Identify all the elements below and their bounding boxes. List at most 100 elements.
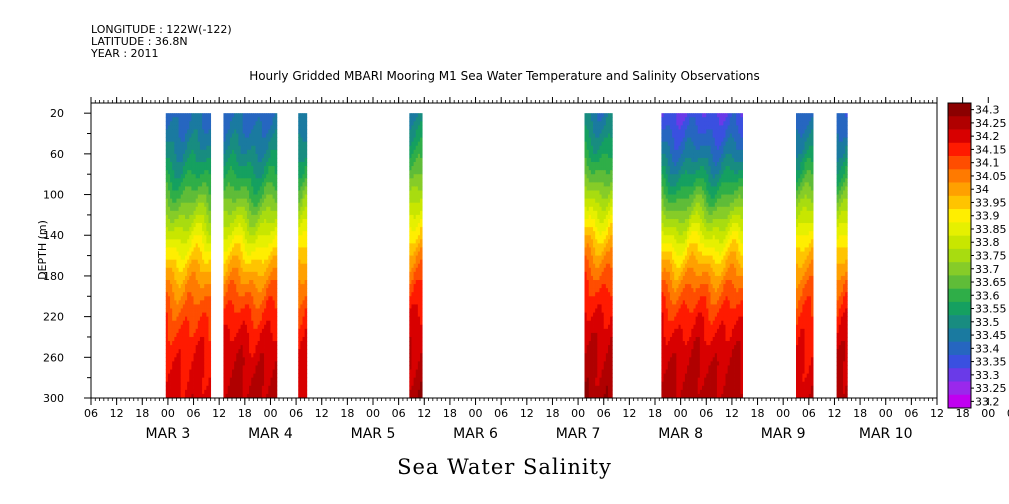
data-segment [165, 113, 212, 398]
x-tick-label: 12 [212, 407, 226, 420]
colorbar-label: 33.9 [975, 210, 1000, 223]
x-tick-label: 18 [443, 407, 457, 420]
x-tick-label: 18 [340, 407, 354, 420]
x-tick-label: 06 [1007, 407, 1009, 420]
colorbar-swatch [948, 156, 971, 170]
data-segment [298, 113, 308, 398]
y-axis-title: DEPTH (m) [36, 220, 49, 280]
x-tick-label: 12 [725, 407, 739, 420]
x-tick-label: 12 [520, 407, 534, 420]
y-tick-label: 20 [50, 107, 64, 120]
colorbar-swatch [948, 315, 971, 329]
colorbar-swatch [948, 341, 971, 356]
colorbar-label: 33.65 [975, 276, 1007, 289]
colorbar-swatch [948, 275, 971, 289]
x-tick-label: 18 [238, 407, 252, 420]
x-tick-label: 18 [545, 407, 559, 420]
date-label: MAR 9 [761, 426, 806, 442]
colorbar-label: 33.2 [975, 395, 1000, 408]
x-tick-label: 18 [135, 407, 149, 420]
data-segment [584, 113, 613, 398]
colorbar-swatch [948, 368, 971, 382]
x-tick-label: 12 [110, 407, 124, 420]
x-tick-label: 18 [751, 407, 765, 420]
x-tick-label: 06 [802, 407, 816, 420]
date-label: MAR 4 [248, 426, 293, 442]
colorbar-label: 34.1 [975, 157, 1000, 170]
colorbar-swatch [948, 381, 971, 396]
x-tick-label: 12 [417, 407, 431, 420]
x-tick-label: 00 [776, 407, 790, 420]
y-tick-label: 140 [43, 229, 64, 242]
chart-title: Hourly Gridded MBARI Mooring M1 Sea Wate… [249, 69, 760, 83]
colorbar-swatch [948, 129, 971, 144]
y-tick-label: 300 [43, 392, 64, 405]
x-tick-label: 00 [879, 407, 893, 420]
x-tick-label: 00 [263, 407, 277, 420]
colorbar-swatch [948, 262, 971, 276]
colorbar-swatch [948, 195, 971, 210]
data-segment [661, 113, 743, 398]
colorbar-label: 33.4 [975, 342, 1000, 355]
x-tick-label: 12 [827, 407, 841, 420]
colorbar-label: 34.05 [975, 170, 1007, 183]
x-tick-label: 06 [392, 407, 406, 420]
date-label: MAR 10 [859, 426, 913, 442]
data-segment [409, 113, 423, 398]
colorbar-label: 33.35 [975, 356, 1007, 369]
colorbar-label: 33.3 [975, 369, 1000, 382]
x-tick-label: 12 [315, 407, 329, 420]
x-tick-label: 06 [494, 407, 508, 420]
colorbar-swatch [948, 103, 971, 117]
colorbar-label: 33.55 [975, 303, 1007, 316]
y-tick-label: 100 [43, 189, 64, 202]
x-tick-label: 06 [187, 407, 201, 420]
colorbar-label: 33.25 [975, 382, 1007, 395]
date-label: MAR 6 [453, 426, 498, 442]
date-label: MAR 8 [658, 426, 703, 442]
colorbar-swatch [948, 169, 971, 183]
colorbar-label: 33.85 [975, 223, 1007, 236]
colorbar-swatch [948, 301, 971, 316]
x-tick-label: 06 [904, 407, 918, 420]
colorbar-label: 34.25 [975, 117, 1007, 130]
x-axis-title: Sea Water Salinity [397, 455, 612, 479]
colorbar-label: 33.95 [975, 196, 1007, 209]
latitude-label: LATITUDE : 36.8N [91, 35, 188, 48]
x-tick-label: 18 [853, 407, 867, 420]
x-tick-label: 00 [469, 407, 483, 420]
x-tick-label: 00 [366, 407, 380, 420]
x-tick-label: 18 [648, 407, 662, 420]
x-tick-label: 06 [84, 407, 98, 420]
colorbar-label: 33.8 [975, 236, 1000, 249]
colorbar-swatch [948, 394, 971, 409]
colorbar-label: 33.7 [975, 263, 1000, 276]
colorbar-label: 34 [975, 183, 989, 196]
x-tick-label: 12 [622, 407, 636, 420]
colorbar-swatch [948, 354, 971, 369]
colorbar-swatch [948, 222, 971, 236]
colorbar-label: 34.15 [975, 143, 1007, 156]
y-tick-label: 60 [50, 148, 64, 161]
colorbar-swatch [948, 209, 971, 223]
x-tick-label: 00 [161, 407, 175, 420]
colorbar-label: 33.5 [975, 316, 1000, 329]
colorbar-label: 34.2 [975, 130, 1000, 143]
x-tick-label: 06 [597, 407, 611, 420]
colorbar-label: 33.45 [975, 329, 1007, 342]
colorbar-swatch [948, 248, 971, 263]
colorbar-label: 33.75 [975, 250, 1007, 263]
colorbar-label: 34.3 [975, 104, 1000, 117]
y-tick-label: 260 [43, 351, 64, 364]
colorbar-swatch [948, 328, 971, 342]
date-label: MAR 5 [351, 426, 396, 442]
y-tick-label: 180 [43, 270, 64, 283]
longitude-label: LONGITUDE : 122W(-122) [91, 23, 232, 36]
x-tick-label: 00 [571, 407, 585, 420]
x-tick-label: 18 [956, 407, 970, 420]
x-tick-label: 06 [699, 407, 713, 420]
colorbar-swatch [948, 142, 971, 157]
colorbar-swatch [948, 288, 971, 303]
data-segment [836, 113, 848, 398]
